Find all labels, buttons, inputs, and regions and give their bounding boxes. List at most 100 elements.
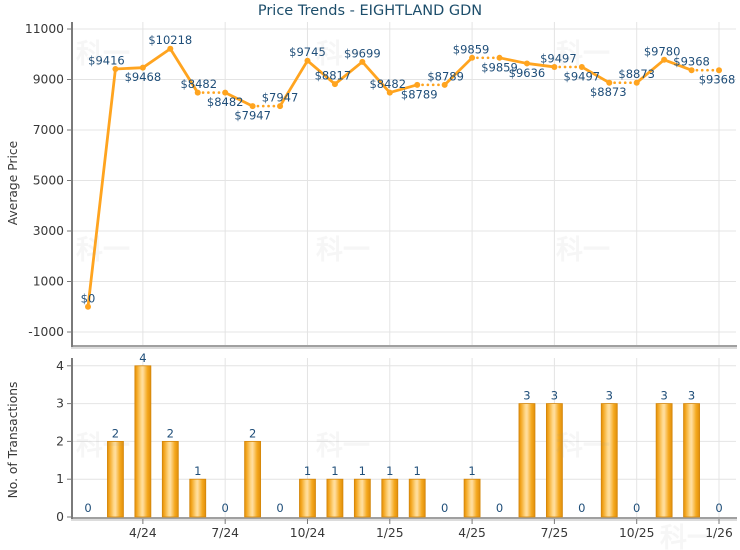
x-tick-label: 7/25	[541, 526, 569, 540]
bar-value-label: 3	[606, 389, 613, 403]
transaction-bar	[683, 403, 700, 518]
price-point	[112, 65, 119, 72]
y-tick-label: 1000	[33, 275, 64, 289]
transaction-bar	[189, 478, 207, 518]
price-line-segment	[168, 47, 200, 94]
transaction-bar	[600, 403, 618, 518]
price-point	[331, 81, 338, 88]
price-line-segment	[223, 91, 255, 108]
price-point	[716, 67, 723, 74]
transactions-x-axis-line	[71, 517, 737, 519]
price-point	[523, 60, 530, 67]
bar-value-label: 1	[331, 464, 338, 478]
bar-zero-label: 0	[441, 501, 448, 515]
price-point-label: $9745	[289, 45, 326, 59]
y-tick-label: 7000	[33, 123, 64, 137]
price-line-segment	[443, 56, 474, 87]
bar-zero-label: 0	[715, 501, 722, 515]
bar-value-label: 3	[523, 389, 530, 403]
price-point-label: $9468	[125, 70, 162, 84]
price-point	[359, 58, 366, 65]
bar-value-label: 1	[386, 464, 393, 478]
price-point-label: $7947	[234, 109, 271, 123]
bar-value-label: 1	[414, 464, 421, 478]
bar-value-label: 1	[194, 464, 201, 478]
transaction-bar	[161, 440, 179, 518]
price-x-axis-line	[71, 345, 737, 347]
price-line-segment	[662, 58, 693, 72]
price-point-label: $8482	[180, 77, 217, 91]
y-tick-label: 0	[56, 510, 64, 524]
x-tick-label: 4/24	[129, 526, 157, 540]
y-tick-label: 11000	[25, 22, 64, 36]
price-point-label: $9497	[564, 69, 601, 83]
price-point-label: $9859	[453, 42, 490, 56]
price-point	[249, 103, 256, 110]
x-tick-label: 7/24	[211, 526, 239, 540]
price-point	[606, 79, 613, 86]
bar-value-label: 1	[468, 464, 475, 478]
x-tick-label: 10/24	[290, 526, 326, 540]
price-point	[304, 57, 311, 64]
transaction-bar	[463, 478, 481, 518]
transaction-bar	[134, 365, 152, 518]
price-line-segment	[388, 83, 419, 94]
y-tick-label: 3000	[33, 224, 64, 238]
price-line-segment	[86, 67, 117, 309]
price-point	[469, 54, 476, 61]
transaction-bar	[353, 478, 371, 518]
y-tick-label: 9000	[33, 73, 64, 87]
price-point-label: $8873	[590, 85, 627, 99]
price-line-segment	[635, 58, 666, 85]
price-point-label: $9416	[88, 53, 125, 67]
x-tick-label: 1/26	[705, 526, 733, 540]
transactions-x-axis-shadow	[71, 519, 737, 521]
bar-value-label: 2	[167, 426, 174, 440]
price-point-label: $9368	[673, 55, 710, 69]
price-point-label: $8817	[315, 69, 352, 83]
price-point	[496, 54, 503, 61]
bar-zero-label: 0	[496, 501, 503, 515]
price-point	[661, 56, 668, 63]
price-point-label: $7947	[262, 91, 299, 105]
price-line-segment	[360, 60, 392, 94]
price-point	[578, 63, 585, 70]
price-line-segment	[333, 60, 364, 86]
bar-zero-label: 0	[276, 501, 283, 515]
price-point-label: $9636	[509, 66, 546, 80]
y-tick-label: 5000	[33, 174, 64, 188]
price-point	[85, 303, 91, 310]
bar-value-label: 1	[304, 464, 311, 478]
x-tick-label: 10/25	[619, 526, 654, 540]
bar-value-label: 3	[660, 389, 667, 403]
price-line-segment	[306, 59, 337, 86]
bar-zero-label: 0	[222, 501, 229, 515]
price-point-label: $8482	[369, 77, 406, 91]
price-line-segment	[114, 66, 145, 71]
price-point	[139, 64, 146, 71]
transaction-bar	[381, 478, 399, 518]
price-point	[194, 89, 201, 96]
bar-value-label: 4	[139, 351, 146, 365]
price-point-label: $9859	[481, 60, 518, 74]
transaction-bar	[545, 403, 563, 518]
price-point	[633, 79, 640, 86]
price-line-segment	[525, 62, 556, 69]
price-point-label: $9780	[644, 44, 681, 58]
price-point-label: $8482	[207, 95, 244, 109]
price-point-label: $8873	[618, 67, 655, 81]
price-point	[688, 67, 695, 74]
transaction-bar	[244, 440, 262, 518]
price-point-label: $0	[81, 291, 96, 305]
price-point	[222, 89, 229, 96]
price-line-segment	[141, 47, 172, 70]
bar-value-label: 3	[688, 389, 695, 403]
price-point-label: $10218	[148, 33, 192, 47]
price-line-segment	[580, 65, 611, 85]
price-point	[386, 89, 393, 96]
price-point-label: $9699	[344, 46, 381, 60]
price-x-axis-shadow	[71, 347, 737, 349]
chart-title: Price Trends - EIGHTLAND GDN	[257, 3, 483, 19]
transaction-bar	[518, 403, 536, 518]
